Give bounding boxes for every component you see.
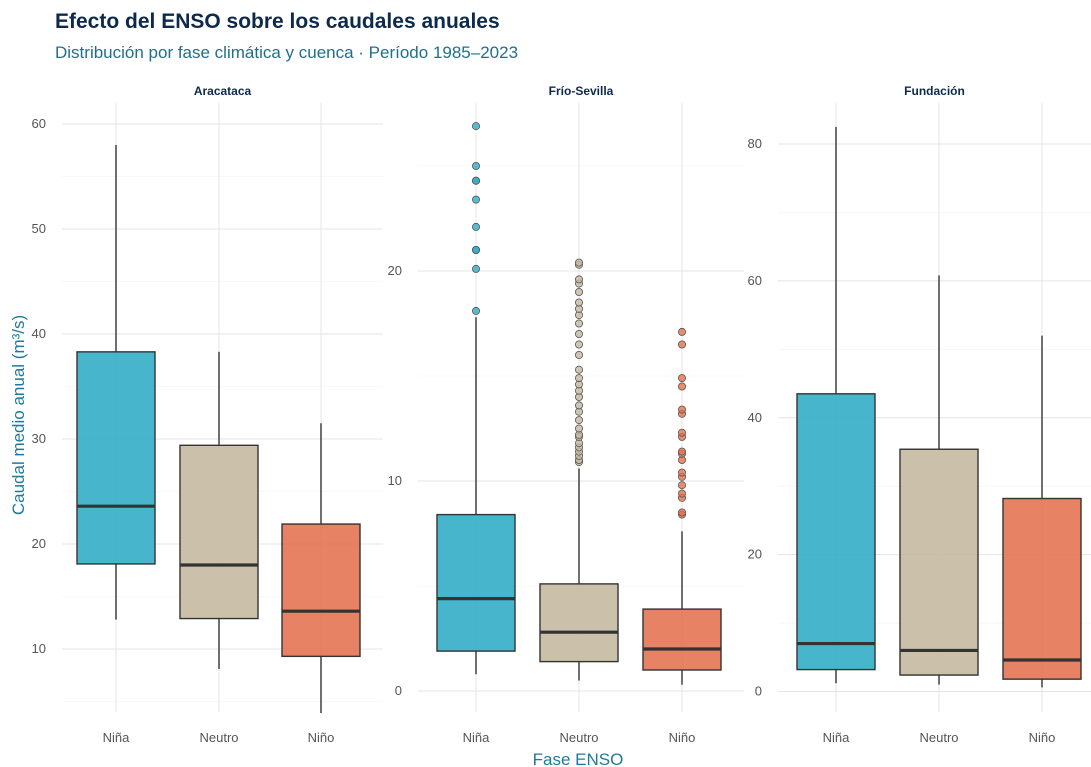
iqr-box <box>281 523 361 658</box>
y-tick-label: 10 <box>32 641 46 656</box>
x-tick-label: Niña <box>823 730 851 745</box>
panel-frio-sevilla: Frío-Sevilla 0 10 20 Niña Neutro Niño <box>388 84 744 745</box>
y-axis-title: Caudal medio anual (m³/s) <box>9 315 28 515</box>
outlier-point <box>471 195 480 204</box>
box-neutro <box>179 351 259 669</box>
outlier-point <box>471 222 480 231</box>
x-tick-label: Neutro <box>199 730 238 745</box>
box-nino <box>281 423 361 714</box>
chart-subtitle: Distribución por fase climática y cuenca… <box>55 43 518 62</box>
x-tick-label: Niña <box>103 730 131 745</box>
x-tick-label: Niña <box>463 730 491 745</box>
outlier-point <box>575 287 584 296</box>
outlier-point <box>678 374 687 383</box>
outlier-point <box>575 298 584 307</box>
outlier-point <box>678 428 687 437</box>
y-tick-label: 40 <box>32 326 46 341</box>
y-tick-label: 0 <box>755 683 762 698</box>
chart-title: Efecto del ENSO sobre los caudales anual… <box>55 10 500 33</box>
y-tick-label: 10 <box>388 473 402 488</box>
outlier-point <box>678 481 687 490</box>
x-tick-label: Neutro <box>559 730 598 745</box>
x-tick-label: Niño <box>669 730 696 745</box>
outlier-point <box>575 416 584 425</box>
y-tick-label: 20 <box>32 536 46 551</box>
y-tick-label: 0 <box>395 683 402 698</box>
iqr-box <box>436 513 516 652</box>
strip-title: Fundación <box>904 84 965 98</box>
panel-fundacion: Fundación 0 20 40 60 80 Niña Neutro Niño <box>748 84 1091 745</box>
outlier-point <box>471 245 480 254</box>
y-tick-label: 50 <box>32 221 46 236</box>
outlier-point <box>575 329 584 338</box>
outlier-point <box>575 258 584 267</box>
iqr-box <box>899 448 979 676</box>
strip-title: Frío-Sevilla <box>549 84 614 98</box>
box-neutro <box>539 258 619 681</box>
outlier-point <box>471 264 480 273</box>
x-tick-label: Niño <box>1029 730 1056 745</box>
y-tick-label: 20 <box>748 547 762 562</box>
y-tick-label: 40 <box>748 410 762 425</box>
outlier-point <box>678 382 687 391</box>
iqr-box <box>642 608 722 671</box>
box-nina <box>436 122 516 675</box>
outlier-point <box>678 447 687 456</box>
outlier-point <box>575 340 584 349</box>
x-axis-title: Fase ENSO <box>533 750 624 767</box>
outlier-point <box>575 374 584 383</box>
outlier-point <box>575 319 584 328</box>
iqr-box <box>539 583 619 663</box>
y-tick-label: 20 <box>388 263 402 278</box>
outlier-point <box>575 275 584 284</box>
outlier-point <box>678 327 687 336</box>
outlier-point <box>471 122 480 131</box>
strip-title: Aracataca <box>194 84 252 98</box>
iqr-box <box>179 444 259 620</box>
outlier-point <box>678 508 687 517</box>
y-tick-label: 30 <box>32 431 46 446</box>
box-nina <box>796 126 876 684</box>
outlier-point <box>678 340 687 349</box>
panel-aracataca: Aracataca 10 20 30 40 50 60 Niña Neutro Niño <box>32 84 383 745</box>
outlier-point <box>575 424 584 433</box>
x-tick-label: Neutro <box>919 730 958 745</box>
y-tick-label: 60 <box>748 273 762 288</box>
outlier-point <box>471 176 480 185</box>
y-tick-label: 60 <box>32 116 46 131</box>
box-nino <box>642 327 722 685</box>
outlier-point <box>575 350 584 359</box>
box-neutro <box>899 275 979 685</box>
outlier-point <box>575 365 584 374</box>
x-tick-label: Niño <box>308 730 335 745</box>
outlier-point <box>678 489 687 498</box>
iqr-box <box>76 351 156 565</box>
box-nino <box>1002 335 1082 688</box>
iqr-box <box>796 393 876 671</box>
outlier-point <box>678 468 687 477</box>
box-nina <box>76 145 156 620</box>
iqr-box <box>1002 497 1082 680</box>
outlier-point <box>471 306 480 315</box>
y-tick-label: 80 <box>748 136 762 151</box>
outlier-point <box>471 161 480 170</box>
outlier-point <box>678 405 687 414</box>
outlier-point <box>575 401 584 410</box>
